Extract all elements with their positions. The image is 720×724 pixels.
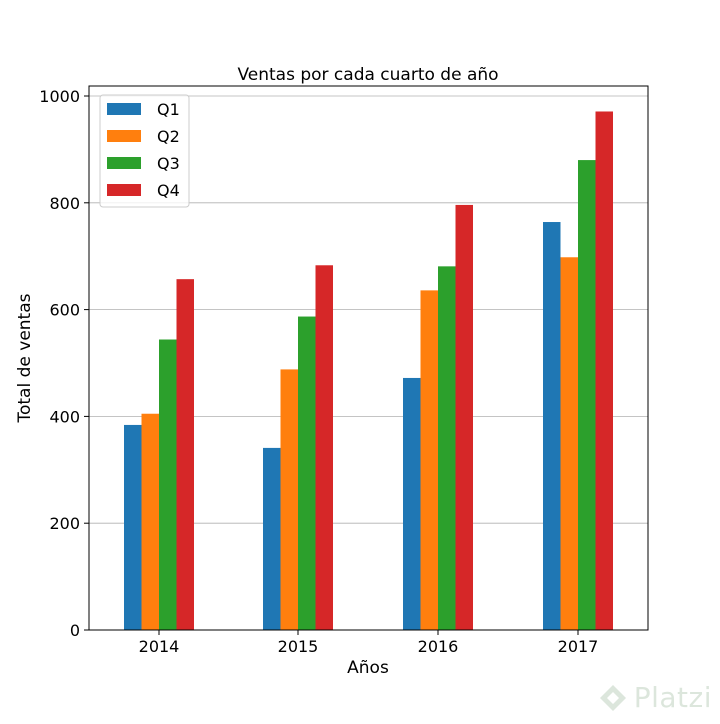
legend-box — [99, 94, 190, 208]
watermark: Platzi — [598, 681, 712, 714]
legend-label-q1: Q1 — [157, 100, 180, 119]
y-axis-label: Total de ventas — [15, 293, 35, 423]
x-tick-label: 2015 — [278, 637, 319, 656]
bar-q2-2014 — [141, 413, 159, 630]
bar-q2-2016 — [420, 290, 438, 630]
legend: Q1 Q2 Q3 Q4 — [99, 94, 190, 208]
platzi-logo-icon — [599, 684, 626, 711]
y-tick-label: 0 — [70, 621, 80, 640]
x-tick-label: 2014 — [139, 637, 180, 656]
bar-q4-2015 — [315, 265, 333, 630]
bar-q1-2015 — [263, 447, 281, 630]
bar-q3-2014 — [159, 339, 177, 630]
y-tick-label: 600 — [49, 301, 80, 320]
legend-swatch-q2 — [107, 130, 141, 142]
x-tick-label: 2017 — [558, 637, 599, 656]
x-axis-ticks: 2014 2015 2016 2017 — [139, 630, 599, 656]
x-tick-label: 2016 — [418, 637, 459, 656]
y-tick-label: 800 — [49, 194, 80, 213]
bars — [124, 111, 613, 631]
y-axis-ticks: 0 200 400 600 800 1000 — [39, 87, 89, 640]
bar-q3-2015 — [298, 316, 316, 630]
bar-q1-2014 — [124, 424, 142, 630]
plot-frame — [88, 85, 649, 631]
bar-q4-2016 — [455, 204, 473, 630]
legend-swatch-q3 — [107, 157, 141, 169]
bar-q3-2016 — [438, 266, 456, 630]
legend-label-q4: Q4 — [157, 181, 180, 200]
bar-q1-2016 — [403, 377, 421, 630]
x-axis-label: Años — [347, 658, 389, 678]
bar-q2-2017 — [560, 257, 578, 630]
watermark-text: Platzi — [633, 681, 712, 714]
bar-q1-2017 — [543, 222, 561, 631]
bar-q3-2017 — [578, 160, 596, 630]
bar-q2-2015 — [280, 369, 298, 630]
legend-swatch-q4 — [107, 184, 141, 196]
chart-title: Ventas por cada cuarto de año — [237, 65, 498, 85]
y-tick-label: 400 — [49, 407, 80, 426]
bar-q4-2014 — [176, 279, 194, 630]
legend-label-q3: Q3 — [157, 154, 180, 173]
y-tick-label: 200 — [49, 514, 80, 533]
bar-q4-2017 — [595, 111, 613, 630]
legend-swatch-q1 — [107, 103, 141, 115]
y-tick-label: 1000 — [39, 87, 80, 106]
legend-label-q2: Q2 — [157, 127, 180, 146]
